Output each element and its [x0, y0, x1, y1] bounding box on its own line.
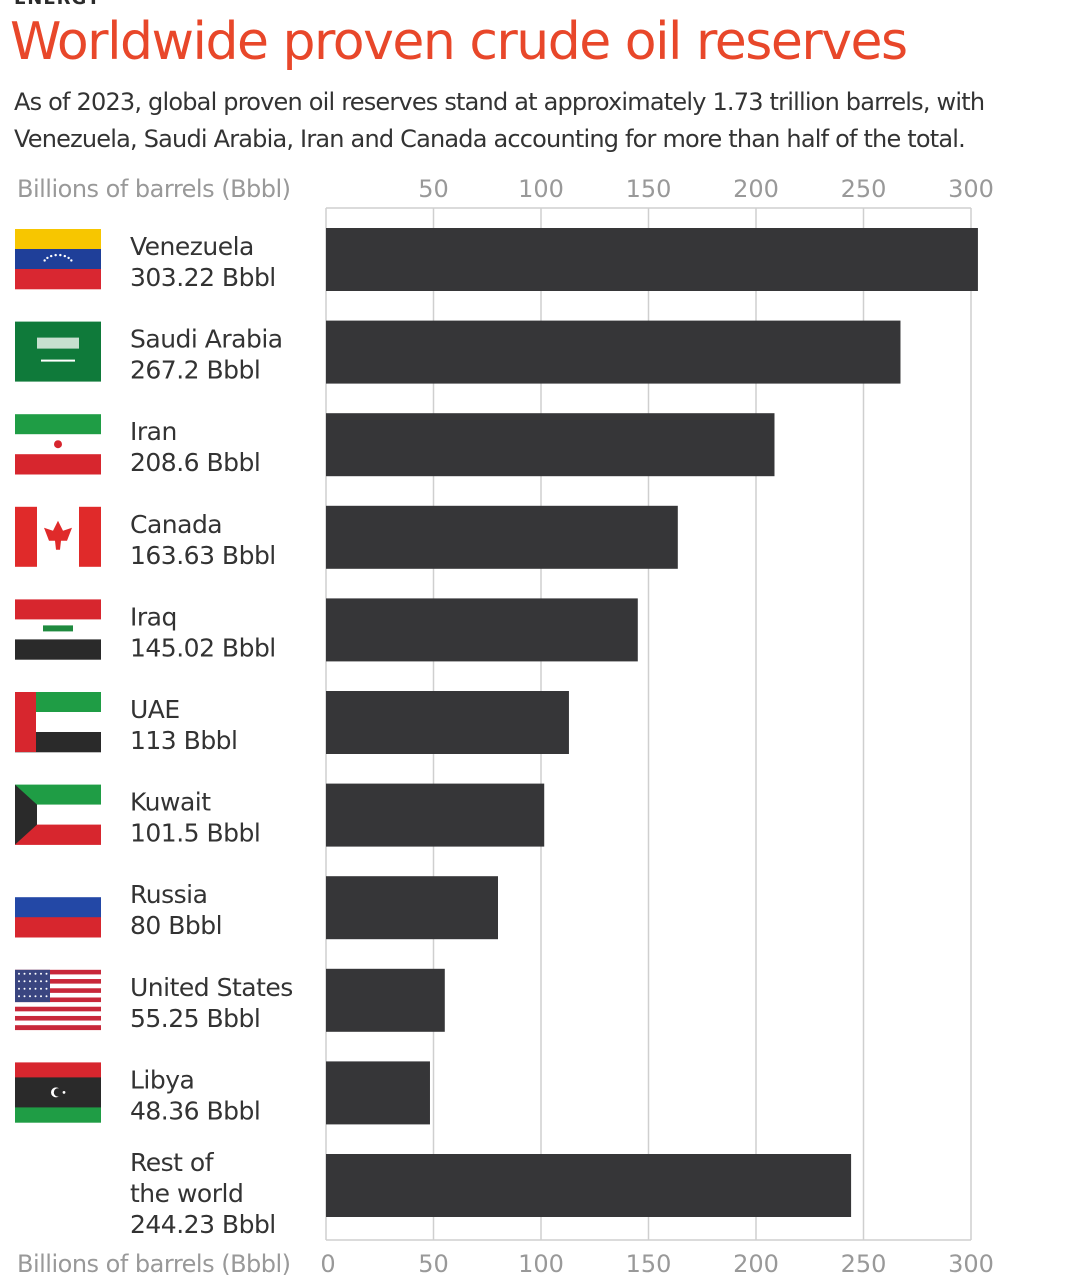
tick-label-top: 200: [733, 175, 779, 203]
tick-label-bottom: 150: [626, 1250, 672, 1278]
tick-label-top: 100: [518, 175, 564, 203]
category-label: Canada: [130, 510, 222, 539]
value-label: 163.63 Bbbl: [130, 541, 276, 570]
value-label: 80 Bbbl: [130, 911, 222, 940]
tick-label-top: 300: [948, 175, 994, 203]
saudi-arabia-flag-icon: [15, 321, 101, 382]
category-label: Russia: [130, 880, 207, 909]
libya-flag-icon: [15, 1062, 101, 1123]
bar: [326, 691, 569, 754]
tick-label-top: 250: [841, 175, 887, 203]
iran-flag-icon: [15, 414, 101, 475]
chart-row: Iraq 145.02 Bbbl: [15, 598, 638, 662]
bar: [326, 598, 638, 662]
tick-label-bottom: 300: [948, 1250, 994, 1278]
bar: [326, 876, 498, 940]
venezuela-flag-icon: [15, 229, 101, 290]
canada-flag-icon: [15, 506, 101, 567]
value-label: 145.02 Bbbl: [130, 633, 276, 662]
uae-flag-icon: [15, 692, 101, 753]
value-label: 267.2 Bbbl: [130, 356, 260, 385]
category-label: UAE: [130, 695, 180, 724]
x-axis-label-bottom: Billions of barrels (Bbbl): [17, 1250, 291, 1278]
united-states-flag-icon: [15, 969, 101, 1031]
bar: [326, 413, 775, 477]
bar: [326, 320, 901, 384]
value-label: 208.6 Bbbl: [130, 448, 260, 477]
tick-label-top: 150: [626, 175, 672, 203]
chart-title: Worldwide proven crude oil reserves: [10, 12, 908, 72]
tick-label-bottom: 250: [841, 1250, 887, 1278]
bar: [326, 1061, 430, 1125]
value-label: 303.22 Bbbl: [130, 263, 276, 292]
tick-label-top: 50: [418, 175, 449, 203]
tick-label-bottom: 0: [320, 1250, 335, 1278]
category-label: Saudi Arabia: [130, 325, 283, 354]
category-label: the world: [130, 1179, 243, 1208]
chart-subtitle: As of 2023, global proven oil reserves s…: [14, 88, 985, 153]
category-label: Rest of: [130, 1148, 215, 1177]
bar: [326, 228, 978, 291]
value-label: 101.5 Bbbl: [130, 819, 260, 848]
bar: [326, 968, 445, 1032]
category-label: Venezuela: [130, 232, 254, 261]
kuwait-flag-icon: [15, 784, 101, 845]
tick-label-bottom: 200: [733, 1250, 779, 1278]
russia-flag-icon: [15, 877, 101, 938]
iraq-flag-icon: [15, 599, 101, 660]
category-label: Kuwait: [130, 788, 211, 817]
x-axis-label-top: Billions of barrels (Bbbl): [17, 175, 291, 203]
category-label: Libya: [130, 1065, 194, 1094]
value-label: 48.36 Bbbl: [130, 1096, 260, 1125]
tick-label-bottom: 50: [418, 1250, 449, 1278]
category-label: Iraq: [130, 602, 177, 631]
value-label: 55.25 Bbbl: [130, 1004, 260, 1033]
section-kicker: ENERGY: [14, 0, 101, 9]
bar: [326, 783, 545, 847]
category-label: United States: [130, 973, 293, 1002]
category-label: Iran: [130, 417, 177, 446]
bar: [326, 505, 678, 569]
tick-label-bottom: 100: [518, 1250, 564, 1278]
value-label: 244.23 Bbbl: [130, 1210, 276, 1239]
value-label: 113 Bbbl: [130, 726, 238, 755]
bar: [326, 1154, 852, 1217]
